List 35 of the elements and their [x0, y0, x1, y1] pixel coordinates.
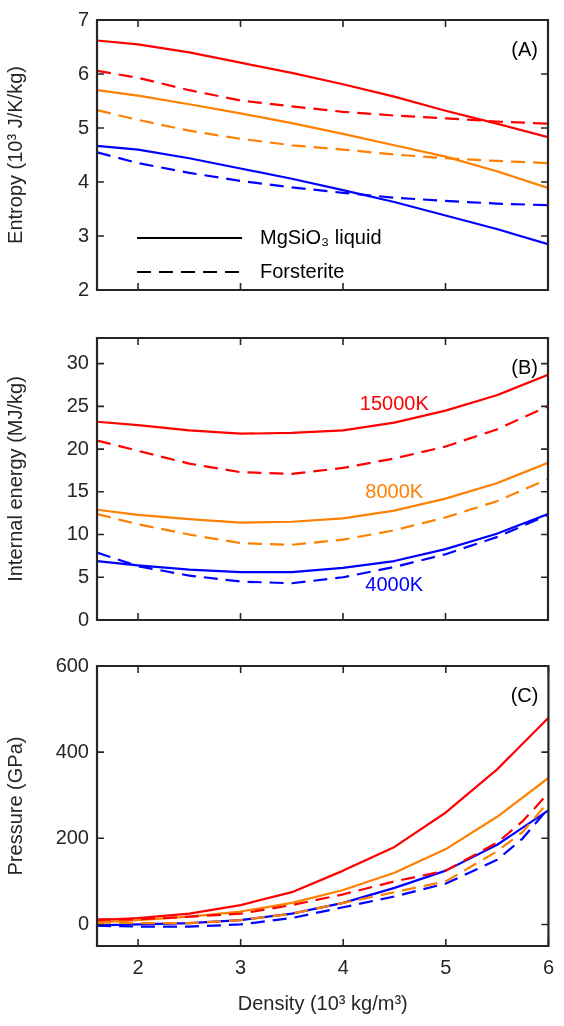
y-tick-label: 7 [77, 7, 89, 30]
annotation: (B) [511, 355, 538, 378]
x-tick-label: 4 [337, 955, 349, 978]
y-tick-label: 25 [66, 393, 89, 416]
y-tick-label: 30 [66, 351, 89, 374]
y-tick-label: 5 [77, 564, 89, 587]
y-axis-title: Internal energy (MJ/kg) [3, 376, 26, 582]
annotation: Forsterite [260, 259, 345, 282]
y-axis-title: Entropy (10³ J/K/kg) [3, 66, 26, 244]
annotation: (C) [510, 683, 539, 706]
y-tick-label: 5 [77, 115, 89, 138]
y-tick-label: 0 [77, 607, 89, 630]
x-tick-label: 2 [132, 955, 144, 978]
y-tick-label: 6 [77, 61, 89, 84]
y-tick-label: 200 [55, 825, 89, 848]
series-label: 8000K [365, 480, 424, 503]
x-axis-title: Density (10³ kg/m³) [237, 991, 408, 1014]
y-axis-title: Pressure (GPa) [3, 736, 26, 876]
x-tick-label: 6 [542, 955, 554, 978]
annotation: (A) [511, 37, 538, 60]
y-tick-label: 400 [55, 739, 89, 762]
y-tick-label: 600 [55, 653, 89, 676]
y-tick-label: 3 [77, 223, 89, 246]
x-tick-label: 5 [440, 955, 452, 978]
annotation: MgSiO₃ liquid [260, 225, 382, 248]
series-label: 15000K [359, 392, 430, 415]
line-series [97, 477, 548, 546]
x-tick-label: 3 [235, 955, 247, 978]
series-label: 4000K [365, 572, 424, 595]
y-tick-label: 20 [66, 436, 89, 459]
y-tick-label: 10 [66, 522, 89, 545]
y-tick-label: 15 [66, 479, 89, 502]
y-tick-label: 4 [77, 169, 89, 192]
y-tick-label: 0 [77, 911, 89, 934]
y-tick-label: 2 [77, 277, 89, 300]
